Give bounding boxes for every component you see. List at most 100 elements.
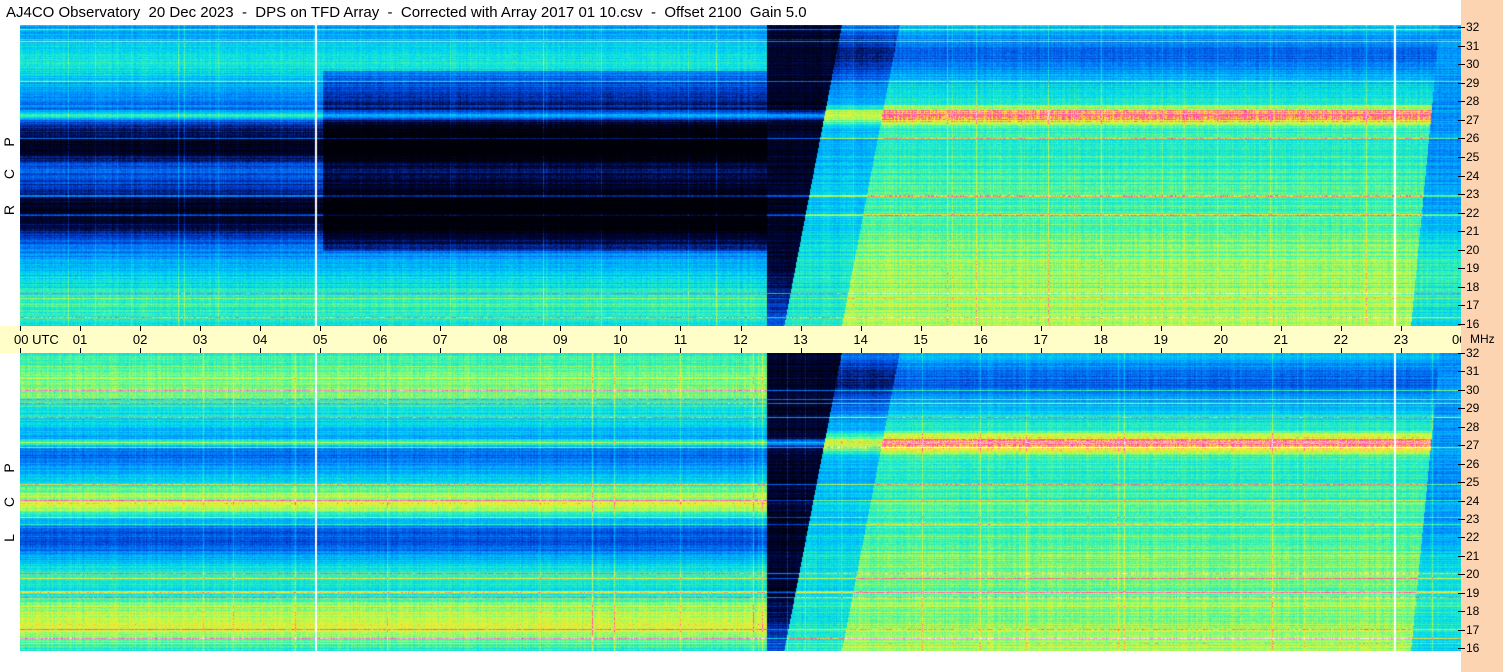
lcp-freq-tick: [1458, 611, 1465, 612]
lcp-freq-label: 26: [1466, 457, 1480, 471]
time-tick: [1400, 326, 1402, 331]
time-label: 17: [1033, 332, 1048, 347]
time-tick: [500, 348, 502, 353]
rcp-label-r: R: [1, 204, 17, 216]
lcp-label-l: L: [1, 534, 17, 542]
time-tick: [260, 348, 262, 353]
lcp-freq-tick: [1458, 464, 1465, 465]
time-tick: [260, 326, 262, 331]
lcp-freq-tick: [1458, 556, 1465, 557]
time-tick: [380, 326, 382, 331]
time-tick: [980, 326, 982, 331]
time-label: 21: [1273, 332, 1289, 347]
time-tick: [560, 348, 562, 353]
time-tick: [920, 348, 922, 353]
time-tick: [20, 326, 21, 331]
lcp-freq-label: 19: [1466, 586, 1480, 600]
time-tick: [620, 348, 622, 353]
rcp-freq-label: 20: [1466, 243, 1480, 257]
rcp-freq-label: 26: [1466, 131, 1480, 145]
time-tick: [740, 348, 742, 353]
rcp-freq-label: 21: [1466, 224, 1480, 238]
lcp-freq-tick: [1458, 537, 1465, 538]
rcp-freq-label: 19: [1466, 261, 1480, 275]
rcp-freq-tick: [1458, 120, 1465, 121]
rcp-freq-label: 30: [1466, 57, 1480, 71]
time-tick: [440, 348, 442, 353]
rcp-freq-tick: [1458, 324, 1465, 325]
lcp-freq-tick: [1458, 408, 1465, 409]
lcp-freq-label: 24: [1466, 494, 1480, 508]
rcp-freq-tick: [1458, 27, 1465, 28]
time-tick: [1280, 326, 1282, 331]
time-tick: [800, 326, 802, 331]
rcp-freq-label: 27: [1466, 113, 1480, 127]
rcp-freq-tick: [1458, 83, 1465, 84]
time-tick: [1220, 348, 1222, 353]
lcp-freq-tick: [1458, 501, 1465, 502]
time-label: 16: [973, 332, 988, 347]
frequency-scale: [1461, 0, 1503, 672]
time-tick: [1100, 348, 1102, 353]
time-tick: [440, 326, 442, 331]
time-label: 23: [1393, 332, 1409, 347]
time-tick: [500, 326, 502, 331]
time-tick: [680, 326, 682, 331]
rcp-freq-tick: [1458, 176, 1465, 177]
rcp-freq-tick: [1458, 231, 1465, 232]
time-label: 08: [493, 332, 508, 347]
rcp-freq-label: 25: [1466, 150, 1480, 164]
rcp-label-c: C: [1, 168, 17, 180]
time-label: 19: [1153, 332, 1169, 347]
time-label: 02: [132, 332, 148, 347]
lcp-freq-tick: [1458, 648, 1465, 649]
lcp-freq-tick: [1458, 630, 1465, 631]
time-tick: [1100, 326, 1102, 331]
rcp-freq-label: 24: [1466, 169, 1480, 183]
time-tick: [680, 348, 682, 353]
rcp-freq-tick: [1458, 213, 1465, 214]
lcp-freq-label: 32: [1466, 346, 1480, 360]
utc-time-axis: [0, 326, 1461, 353]
time-tick: [1160, 348, 1162, 353]
time-tick: [980, 348, 982, 353]
rcp-freq-tick: [1458, 101, 1465, 102]
lcp-freq-tick: [1458, 445, 1465, 446]
lcp-label-c: C: [1, 496, 17, 508]
lcp-freq-tick: [1458, 390, 1465, 391]
rcp-freq-tick: [1458, 268, 1465, 269]
lcp-freq-tick: [1458, 574, 1465, 575]
rcp-freq-tick: [1458, 138, 1465, 139]
time-tick: [380, 348, 382, 353]
time-tick: [800, 348, 802, 353]
time-tick: [1160, 326, 1162, 331]
lcp-freq-tick: [1458, 519, 1465, 520]
lcp-freq-label: 20: [1466, 567, 1480, 581]
time-tick: [560, 326, 562, 331]
time-label: 11: [673, 332, 688, 347]
time-tick: [860, 326, 862, 331]
time-label: 06: [373, 332, 388, 347]
time-tick: [920, 326, 922, 331]
spectrogram-title: AJ4CO Observatory 20 Dec 2023 - DPS on T…: [0, 0, 1461, 25]
rcp-freq-tick: [1458, 194, 1465, 195]
lcp-freq-tick: [1458, 593, 1465, 594]
rcp-freq-label: 18: [1466, 280, 1480, 294]
time-tick: [200, 326, 202, 331]
rcp-freq-label: 28: [1466, 94, 1480, 108]
time-label: 07: [433, 332, 448, 347]
time-label: 20: [1213, 332, 1229, 347]
time-tick: [1280, 348, 1282, 353]
time-label: 09: [553, 332, 568, 347]
time-tick: [740, 326, 742, 331]
time-tick: [860, 348, 862, 353]
lcp-freq-label: 28: [1466, 420, 1480, 434]
rcp-spectrogram: [20, 25, 1461, 326]
time-label: 14: [853, 332, 868, 347]
lcp-freq-label: 21: [1466, 549, 1480, 563]
bottom-margin: [0, 651, 1461, 672]
time-label: 12: [733, 332, 748, 347]
time-tick: [1340, 326, 1342, 331]
lcp-freq-tick: [1458, 482, 1465, 483]
rcp-freq-label: 23: [1466, 187, 1480, 201]
